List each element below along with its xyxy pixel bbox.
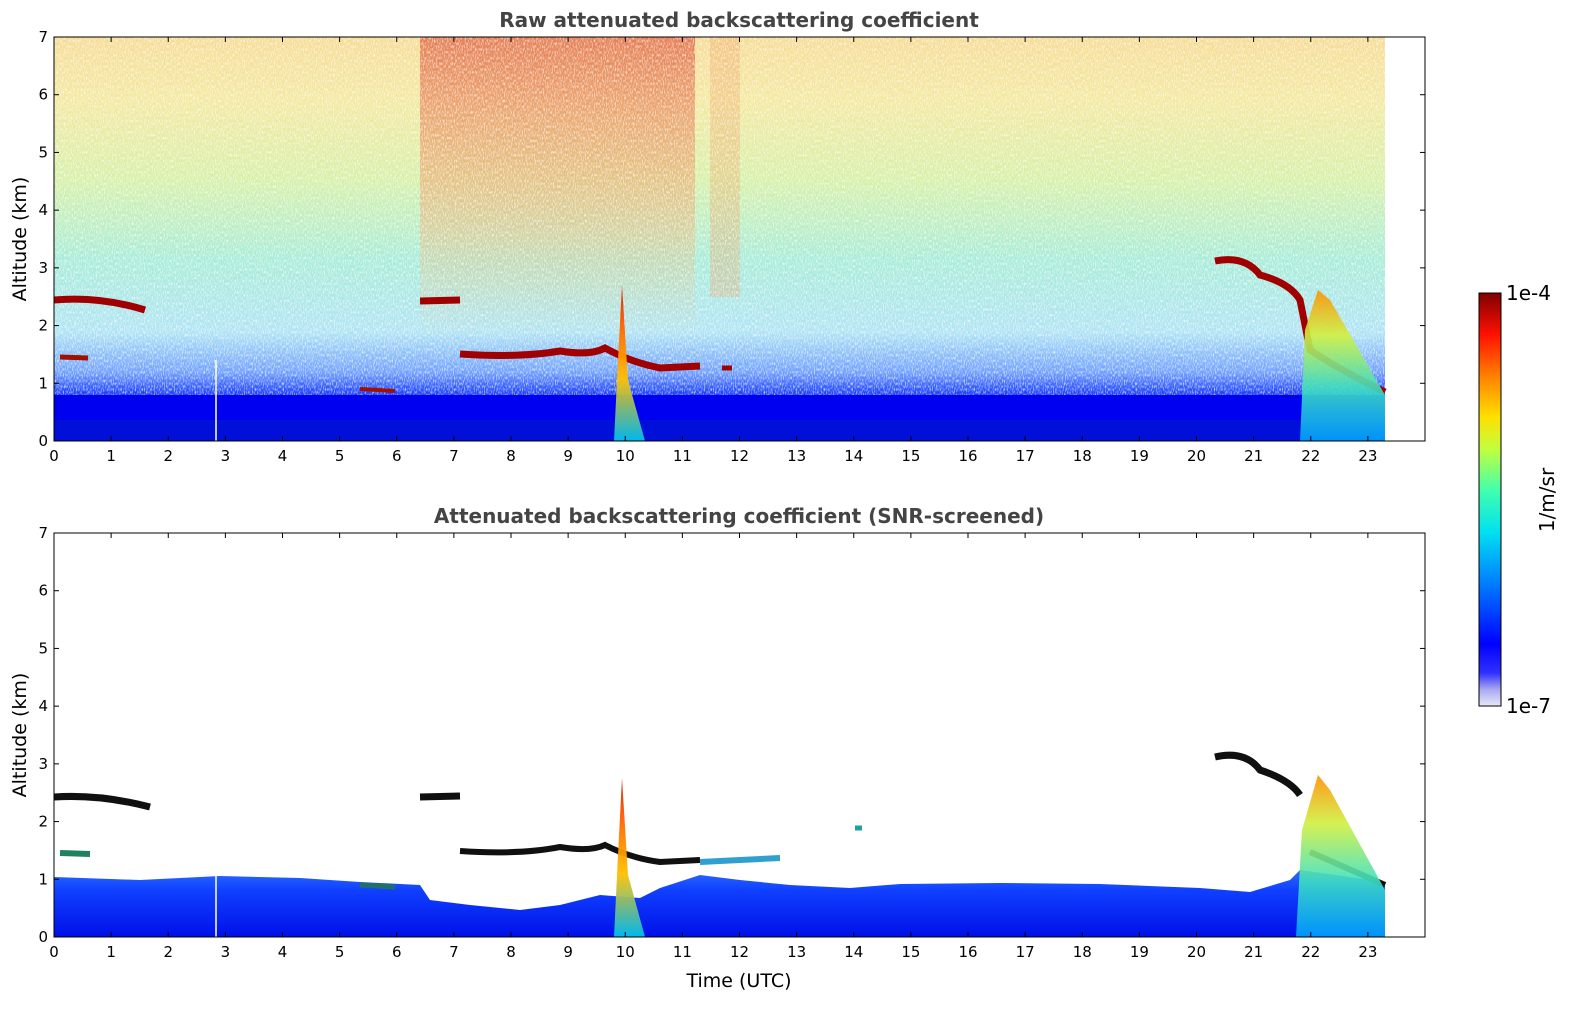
- x-tick-label: 0: [49, 447, 59, 465]
- y-tick-label: 2: [38, 317, 48, 335]
- colorbar: 1e-4 1e-7 1/m/sr: [1478, 281, 1559, 718]
- panel-screened: Attenuated backscattering coefficient (S…: [9, 504, 1426, 992]
- x-tick-label: 14: [844, 447, 863, 465]
- x-tick-label: 8: [506, 447, 516, 465]
- x-tick-label: 9: [563, 943, 573, 961]
- x-tick-label: 9: [563, 447, 573, 465]
- x-tick-label: 10: [616, 943, 635, 961]
- y-tick-label: 5: [38, 143, 48, 161]
- chart-title-raw: Raw attenuated backscattering coefficien…: [499, 8, 979, 32]
- y-tick-label: 7: [38, 524, 48, 542]
- x-tick-label: 5: [335, 447, 345, 465]
- x-tick-label: 13: [787, 447, 806, 465]
- colorbar-unit-label: 1/m/sr: [1535, 467, 1559, 532]
- y-axis-screened: 0 1 2 3 4 5 6 7: [38, 524, 1425, 946]
- x-tick-label: 2: [163, 447, 173, 465]
- x-tick-label: 23: [1358, 943, 1377, 961]
- x-tick-label: 6: [392, 447, 402, 465]
- y-tick-label: 7: [38, 28, 48, 46]
- y-tick-label: 0: [38, 432, 48, 450]
- colorbar-min-label: 1e-7: [1506, 694, 1551, 718]
- x-tick-label: 20: [1187, 943, 1206, 961]
- y-tick-label: 3: [38, 755, 48, 773]
- x-tick-label: 12: [730, 447, 749, 465]
- x-tick-label: 16: [958, 447, 977, 465]
- x-tick-label: 22: [1301, 943, 1320, 961]
- chart-title-screened: Attenuated backscattering coefficient (S…: [434, 504, 1044, 528]
- x-tick-label: 4: [278, 447, 288, 465]
- x-tick-label: 20: [1187, 447, 1206, 465]
- panel-raw: Raw attenuated backscattering coefficien…: [9, 8, 1426, 465]
- x-tick-label: 16: [958, 943, 977, 961]
- x-tick-label: 6: [392, 943, 402, 961]
- heatmap-raw: [54, 37, 1387, 441]
- y-axis-raw: 0 1 2 3 4 5 6 7: [38, 28, 1425, 450]
- x-tick-label: 13: [787, 943, 806, 961]
- y-tick-label: 4: [38, 201, 48, 219]
- y-tick-label: 1: [38, 870, 48, 888]
- x-tick-label: 4: [278, 943, 288, 961]
- x-tick-label: 11: [673, 943, 692, 961]
- y-tick-label: 6: [38, 86, 48, 104]
- x-tick-label: 15: [901, 447, 920, 465]
- y-tick-label: 3: [38, 259, 48, 277]
- x-tick-label: 1: [106, 943, 116, 961]
- x-tick-label: 1: [106, 447, 116, 465]
- x-tick-label: 8: [506, 943, 516, 961]
- x-axis-raw: 0 1 2 3 4 5 6 7 8 9 10 11 12 13 14 15 16 17 18 19 20 21 22 23: [49, 37, 1377, 465]
- colorbar-max-label: 1e-4: [1506, 281, 1551, 305]
- x-tick-label: 7: [449, 943, 459, 961]
- y-tick-label: 4: [38, 697, 48, 715]
- y-tick-label: 2: [38, 813, 48, 831]
- x-tick-label: 15: [901, 943, 920, 961]
- x-tick-label: 17: [1016, 943, 1035, 961]
- x-tick-label: 12: [730, 943, 749, 961]
- x-tick-label: 18: [1073, 447, 1092, 465]
- y-tick-label: 5: [38, 639, 48, 657]
- heatmap-screened: [54, 533, 1425, 937]
- x-tick-label: 3: [221, 447, 231, 465]
- x-tick-label: 10: [616, 447, 635, 465]
- x-tick-label: 21: [1244, 943, 1263, 961]
- x-tick-label: 19: [1130, 447, 1149, 465]
- x-tick-label: 22: [1301, 447, 1320, 465]
- x-axis-screened: 0 1 2 3 4 5 6 7 8 9 10 11 12 13 14 15 16 17 18 19 20 21 22 23: [49, 533, 1377, 961]
- x-tick-label: 21: [1244, 447, 1263, 465]
- x-tick-label: 11: [673, 447, 692, 465]
- x-tick-label: 17: [1016, 447, 1035, 465]
- x-tick-label: 7: [449, 447, 459, 465]
- y-tick-label: 1: [38, 374, 48, 392]
- x-tick-label: 0: [49, 943, 59, 961]
- x-tick-label: 14: [844, 943, 863, 961]
- x-tick-label: 2: [163, 943, 173, 961]
- y-tick-label: 0: [38, 928, 48, 946]
- x-tick-label: 19: [1130, 943, 1149, 961]
- x-tick-label: 23: [1358, 447, 1377, 465]
- colorbar-gradient: [1478, 292, 1502, 707]
- x-tick-label: 3: [221, 943, 231, 961]
- y-axis-label-raw: Altitude (km): [9, 177, 31, 302]
- x-axis-label: Time (UTC): [685, 970, 791, 992]
- x-tick-label: 18: [1073, 943, 1092, 961]
- y-tick-label: 6: [38, 582, 48, 600]
- x-tick-label: 5: [335, 943, 345, 961]
- y-axis-label-screened: Altitude (km): [9, 673, 31, 798]
